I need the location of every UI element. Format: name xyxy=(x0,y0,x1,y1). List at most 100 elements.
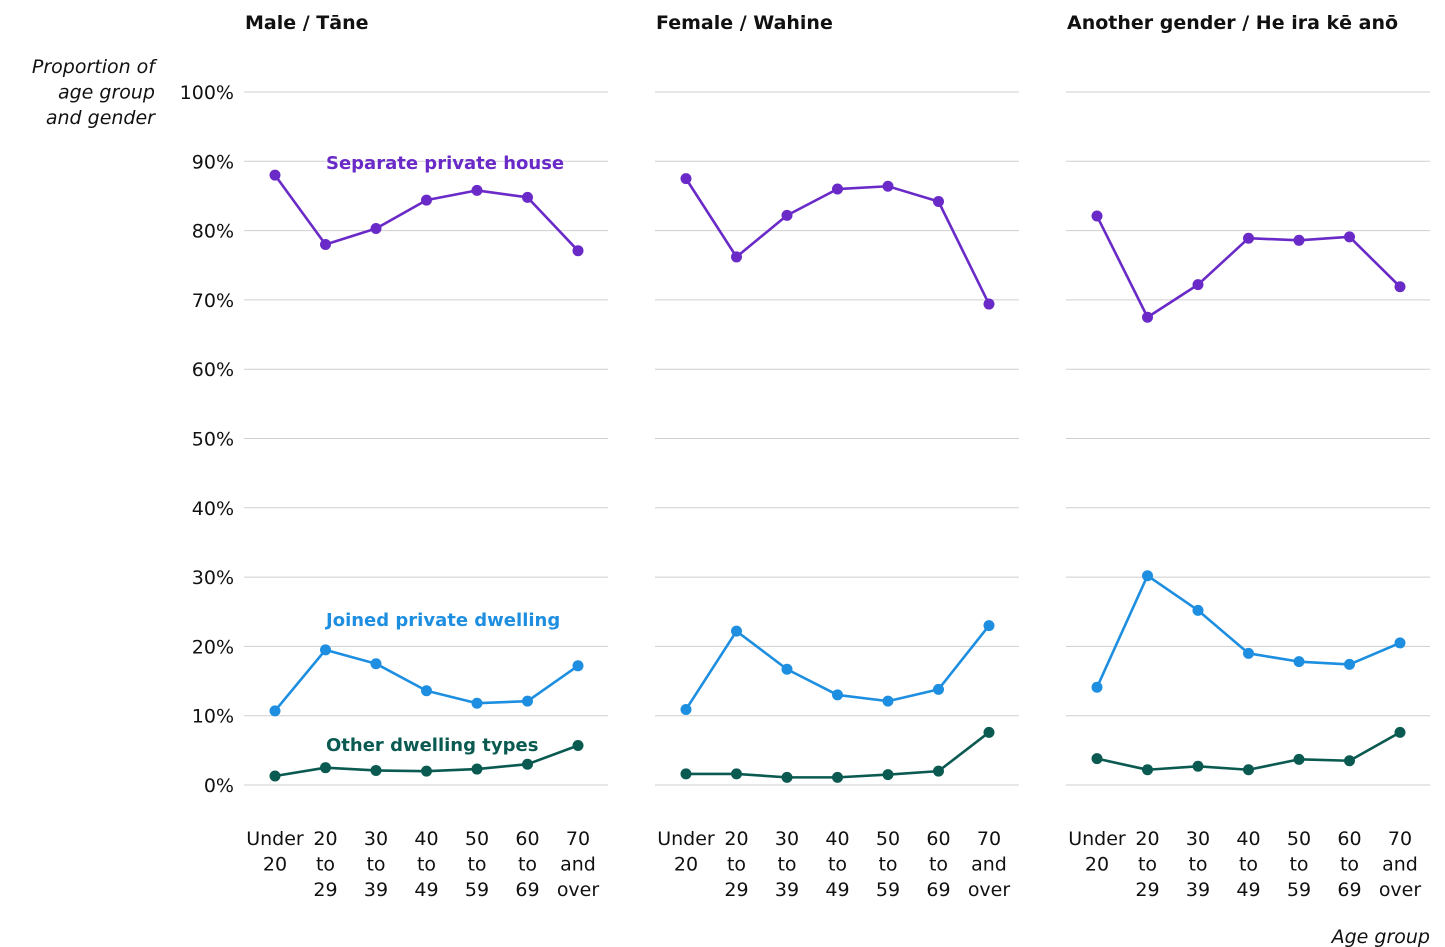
x-tick-line: 29 xyxy=(313,879,337,901)
x-tick-line: 60 xyxy=(1337,828,1361,850)
x-tick-line: 20 xyxy=(263,854,287,876)
x-tick-line: Under xyxy=(1068,828,1126,850)
data-point-other xyxy=(933,765,944,777)
y-axis-title: Proportion of age group and gender xyxy=(32,56,158,129)
data-point-other xyxy=(1142,764,1153,776)
x-tick-line: 50 xyxy=(1287,828,1311,850)
x-tick-label: 70 and over xyxy=(1379,828,1422,901)
data-point-separate xyxy=(680,173,692,185)
x-tick-line: to xyxy=(1340,854,1359,876)
data-point-other xyxy=(572,739,584,751)
x-tick-label: 60 to 69 xyxy=(515,828,539,901)
y-tick-label: 10% xyxy=(192,706,234,728)
data-point-other xyxy=(983,726,995,738)
x-tick-line: 40 xyxy=(414,828,438,850)
data-point-joined xyxy=(1192,604,1204,616)
data-point-separate xyxy=(731,251,742,263)
x-tick-line: Under xyxy=(657,828,715,850)
x-axis-title: Age group xyxy=(1330,926,1430,947)
x-tick-line: 20 xyxy=(674,854,698,876)
x-tick-line: to xyxy=(1289,854,1308,876)
series-line-separate xyxy=(684,177,991,305)
y-axis-ticks: 0% 10% 20% 30% 40% 50% 60% 70% 80% 90% 100% xyxy=(180,82,234,797)
y-axis-title-text: Proportion of age group and gender xyxy=(32,56,158,129)
x-tick-line: over xyxy=(557,879,600,901)
data-point-other xyxy=(522,758,533,770)
x-tick-label: 30 to 39 xyxy=(775,828,799,901)
y-tick-label: 80% xyxy=(192,221,234,243)
data-point-other xyxy=(370,764,382,776)
data-point-separate xyxy=(370,223,382,235)
y-tick-label: 20% xyxy=(192,636,234,658)
x-tick-line: 20 xyxy=(1135,828,1159,850)
y-axis-title-line: age group xyxy=(58,82,155,104)
x-tick-line: 20 xyxy=(313,828,337,850)
data-point-joined xyxy=(882,695,894,707)
data-point-other xyxy=(680,768,692,780)
data-point-other xyxy=(1293,753,1305,765)
data-point-other xyxy=(421,765,432,777)
data-point-joined xyxy=(1142,570,1153,582)
x-tick-line: 30 xyxy=(1186,828,1210,850)
data-point-joined xyxy=(370,658,382,670)
x-tick-line: 20 xyxy=(724,828,748,850)
y-axis-title-line: and gender xyxy=(46,107,156,129)
series-line-other xyxy=(1096,731,1401,772)
x-tick-line: 50 xyxy=(876,828,900,850)
y-tick-label: 100% xyxy=(180,82,234,104)
data-point-other xyxy=(832,771,843,783)
x-tick-label: 60 to 69 xyxy=(1337,828,1361,901)
data-point-joined xyxy=(572,660,584,672)
series-other xyxy=(269,739,584,782)
x-tick-line: 60 xyxy=(515,828,539,850)
x-tick-line: 59 xyxy=(876,879,900,901)
series-line-separate xyxy=(273,174,579,252)
x-tick-line: 29 xyxy=(724,879,748,901)
data-point-other xyxy=(1243,764,1254,776)
y-tick-label: 0% xyxy=(204,775,234,797)
x-tick-line: to xyxy=(1188,854,1207,876)
x-tick-label: 50 to 59 xyxy=(465,828,489,901)
x-tick-line: 39 xyxy=(1186,879,1210,901)
data-point-separate xyxy=(832,183,843,195)
x-tick-line: to xyxy=(727,854,746,876)
panel-3: Another gender / He ira kē anō Under 20 20 t… xyxy=(1066,12,1430,901)
y-tick-label: 30% xyxy=(192,567,234,589)
series-label-joined: Joined private dwelling xyxy=(324,610,560,631)
data-point-other xyxy=(1344,755,1355,767)
data-point-joined xyxy=(269,705,281,717)
data-point-joined xyxy=(680,703,692,715)
x-tick-label: Under 20 xyxy=(657,828,715,876)
y-tick-label: 70% xyxy=(192,290,234,312)
x-tick-label: 60 to 69 xyxy=(926,828,950,901)
x-tick-line: 69 xyxy=(926,879,950,901)
data-point-separate xyxy=(1091,210,1103,222)
x-tick-line: over xyxy=(968,879,1011,901)
data-point-joined xyxy=(522,695,533,707)
x-tick-line: and xyxy=(560,854,596,876)
data-point-joined xyxy=(1394,637,1406,649)
data-point-separate xyxy=(522,191,533,203)
y-tick-label: 60% xyxy=(192,359,234,381)
data-point-joined xyxy=(471,697,483,709)
data-point-joined xyxy=(1344,658,1355,670)
data-point-separate xyxy=(320,238,331,250)
data-point-joined xyxy=(731,625,742,637)
series-line-separate xyxy=(1095,215,1401,319)
data-point-joined xyxy=(983,620,995,632)
x-tick-label: 20 to 29 xyxy=(724,828,748,901)
x-tick-label: 50 to 59 xyxy=(876,828,900,901)
series-other xyxy=(1091,726,1406,776)
series-separate xyxy=(269,169,584,257)
x-tick-line: 60 xyxy=(926,828,950,850)
panel-1: Male / Tāne Under 20 20 to 29 30 to 39 40 to 49 50 to… xyxy=(244,12,608,901)
x-tick-line: 29 xyxy=(1135,879,1159,901)
x-tick-line: Under xyxy=(246,828,304,850)
x-tick-line: and xyxy=(1382,854,1418,876)
x-tick-line: to xyxy=(929,854,948,876)
series-separate xyxy=(1091,210,1406,323)
data-point-separate xyxy=(882,180,894,192)
data-point-separate xyxy=(933,195,944,207)
y-axis-title-line: Proportion of xyxy=(32,56,158,78)
data-point-separate xyxy=(1192,279,1204,291)
